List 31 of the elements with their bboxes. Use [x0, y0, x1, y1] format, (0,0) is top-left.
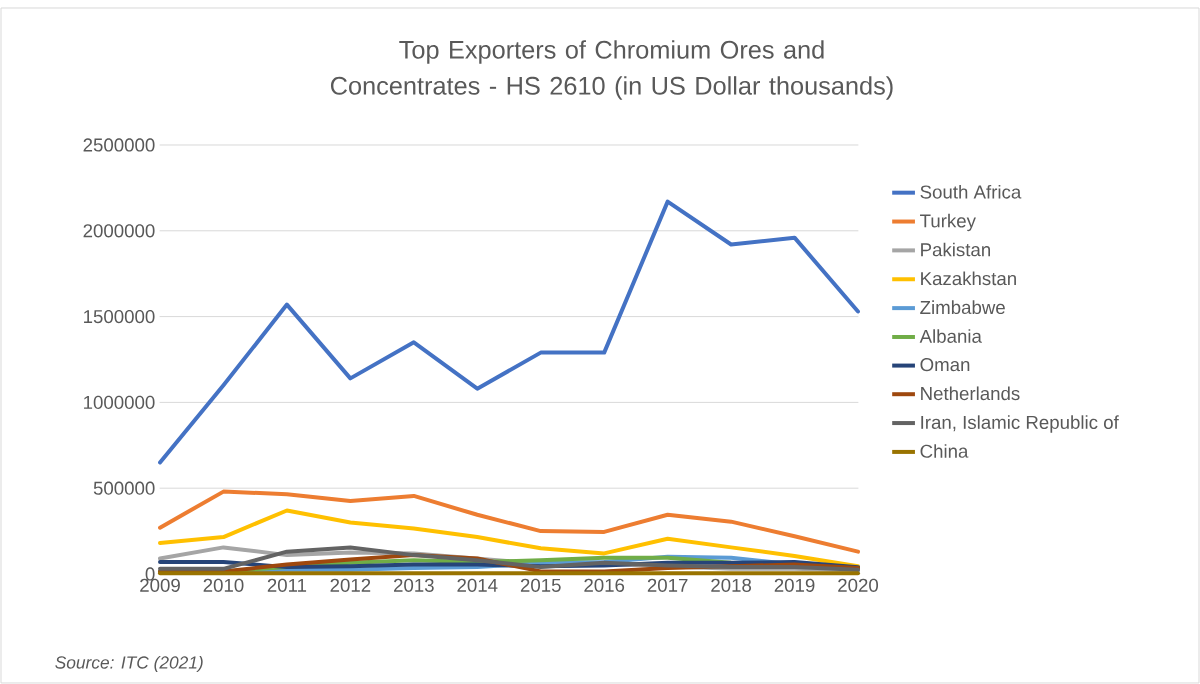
legend-label: Zimbabwe: [920, 300, 1005, 315]
chart-title: Top Exporters of Chromium Ores and Concentrates - HS 2610 (in US Dollar thousands): [330, 40, 893, 100]
legend-label: China: [920, 444, 969, 458]
y-tick-label: 2500000: [83, 138, 155, 152]
x-tick-label: 2011: [267, 578, 307, 592]
line-series: [158, 508, 860, 569]
line-series: [158, 199, 860, 465]
y-tick-label: 1000000: [84, 395, 155, 409]
legend-label: Iran, Islamic Republic of: [921, 415, 1119, 433]
x-tick-label: 2019: [774, 578, 815, 592]
y-tick-label: 2000000: [83, 224, 155, 238]
x-tick-label: 2013: [394, 578, 434, 592]
x-tick-label: 2010: [203, 578, 244, 592]
legend-label: South Africa: [920, 184, 1022, 199]
line-series: [158, 489, 860, 554]
legend-label: Kazakhstan: [921, 271, 1016, 286]
legend-label: Albania: [919, 329, 982, 343]
x-tick-label: 2018: [711, 578, 752, 592]
y-tick-label: 1500000: [84, 309, 155, 324]
x-tick-label: 2017: [647, 578, 688, 592]
x-tick-label: 2014: [457, 578, 498, 592]
legend-label: Pakistan: [921, 242, 990, 257]
x-tick-label: 2020: [838, 578, 879, 592]
legend-label: Netherlands: [921, 386, 1020, 401]
y-tick-label: 500000: [93, 481, 155, 495]
legend-label: Turkey: [920, 213, 976, 232]
x-tick-label: 2016: [584, 578, 625, 592]
source-note: Source: ITC (2021): [55, 655, 203, 673]
legend-label: Oman: [920, 358, 970, 372]
x-tick-label: 2012: [330, 578, 371, 592]
x-tick-label: 2015: [520, 578, 561, 592]
